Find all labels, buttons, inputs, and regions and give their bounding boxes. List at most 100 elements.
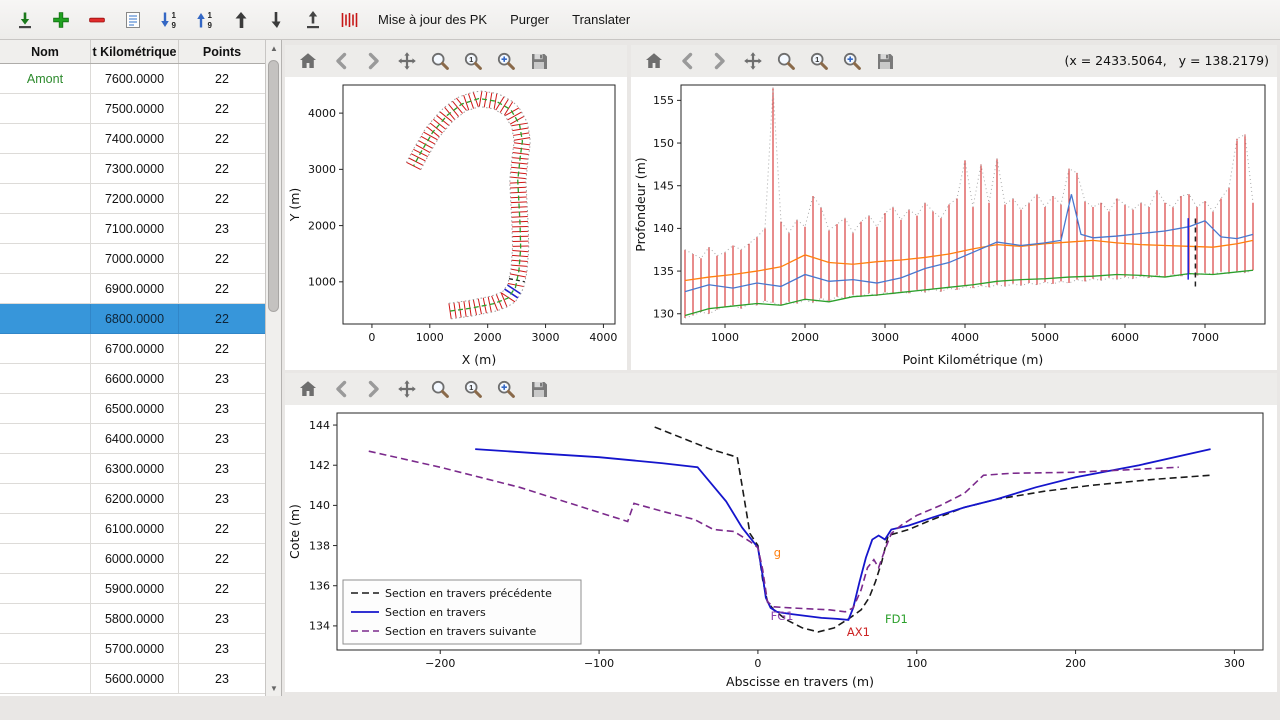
home-button[interactable] bbox=[295, 376, 321, 402]
plan-plot[interactable]: 0 1000 2000 3000 4000 1000 2000 3000 4000 X (m) Y … bbox=[285, 77, 627, 370]
cell-pk: 5800.0000 bbox=[91, 604, 179, 634]
home-button[interactable] bbox=[641, 48, 667, 74]
cell-points: 23 bbox=[179, 424, 265, 454]
table-row[interactable]: 7200.0000 22 bbox=[0, 184, 265, 214]
svg-text:135: 135 bbox=[653, 265, 674, 278]
svg-text:4000: 4000 bbox=[308, 107, 336, 120]
pan-button[interactable] bbox=[394, 48, 420, 74]
cell-pk: 5700.0000 bbox=[91, 634, 179, 664]
table-row[interactable]: 7500.0000 22 bbox=[0, 94, 265, 124]
table-row[interactable]: 6900.0000 22 bbox=[0, 274, 265, 304]
table-row[interactable]: 5800.0000 23 bbox=[0, 604, 265, 634]
profile-plot[interactable]: 1000 2000 3000 4000 5000 6000 7000 130 135 140 145… bbox=[631, 77, 1277, 370]
column-header-nom[interactable]: Nom bbox=[0, 40, 91, 63]
svg-text:3000: 3000 bbox=[308, 163, 336, 176]
scrollbar-thumb[interactable] bbox=[268, 60, 279, 312]
table-row[interactable]: 5900.0000 22 bbox=[0, 574, 265, 604]
svg-text:5000: 5000 bbox=[1031, 331, 1059, 344]
zoom-icon bbox=[431, 380, 449, 398]
toolbar-button-mise-jour-des-pk[interactable]: Mise à jour des PK bbox=[368, 6, 497, 33]
zoom-plus-button[interactable] bbox=[493, 48, 519, 74]
edit-button[interactable] bbox=[116, 4, 149, 36]
section-plot[interactable]: −200 −100 0 100 200 300 134 136 138 140 142 144 Absc… bbox=[285, 405, 1277, 692]
zoom-button[interactable] bbox=[773, 48, 799, 74]
cell-points: 22 bbox=[179, 334, 265, 364]
cell-pk: 6000.0000 bbox=[91, 544, 179, 574]
back-button[interactable] bbox=[328, 48, 354, 74]
table-row[interactable]: Amont 7600.0000 22 bbox=[0, 64, 265, 94]
table-row[interactable]: 6600.0000 23 bbox=[0, 364, 265, 394]
table-row[interactable]: 7100.0000 23 bbox=[0, 214, 265, 244]
toolbar-button-translater[interactable]: Translater bbox=[562, 6, 640, 33]
table-row[interactable]: 6800.0000 22 bbox=[0, 304, 265, 334]
svg-text:Y (m): Y (m) bbox=[287, 188, 302, 223]
table-row[interactable]: 6400.0000 23 bbox=[0, 424, 265, 454]
zoom-button[interactable] bbox=[427, 48, 453, 74]
svg-text:100: 100 bbox=[906, 657, 927, 670]
column-header-points[interactable]: Points bbox=[202, 44, 242, 59]
cell-nom bbox=[0, 214, 91, 244]
table-row[interactable]: 5600.0000 23 bbox=[0, 664, 265, 694]
table-row[interactable]: 7000.0000 22 bbox=[0, 244, 265, 274]
table-row[interactable]: 5700.0000 23 bbox=[0, 634, 265, 664]
cell-nom bbox=[0, 634, 91, 664]
import-button[interactable] bbox=[8, 4, 41, 36]
table-scrollbar[interactable]: ▲ ▼ bbox=[265, 40, 281, 696]
add-button[interactable] bbox=[44, 4, 77, 36]
table-row[interactable]: 6500.0000 23 bbox=[0, 394, 265, 424]
zoom-one-button[interactable]: 1 bbox=[460, 48, 486, 74]
table-row[interactable]: 6200.0000 23 bbox=[0, 484, 265, 514]
cell-pk: 6300.0000 bbox=[91, 454, 179, 484]
cell-points: 23 bbox=[179, 364, 265, 394]
pan-button[interactable] bbox=[394, 376, 420, 402]
table-row[interactable]: 7400.0000 22 bbox=[0, 124, 265, 154]
table-row[interactable]: 6100.0000 22 bbox=[0, 514, 265, 544]
save-button[interactable] bbox=[872, 48, 898, 74]
move-up-button[interactable] bbox=[224, 4, 257, 36]
svg-text:140: 140 bbox=[309, 499, 330, 512]
move-down-button[interactable] bbox=[260, 4, 293, 36]
svg-text:−100: −100 bbox=[584, 657, 614, 670]
export-icon bbox=[306, 10, 319, 28]
zoom-plus-button[interactable] bbox=[839, 48, 865, 74]
save-icon bbox=[532, 382, 547, 397]
cursor-readout: (x = 2433.5064, y = 138.2179) bbox=[1064, 53, 1269, 68]
save-button[interactable] bbox=[526, 48, 552, 74]
forward-button[interactable] bbox=[707, 48, 733, 74]
table-row[interactable]: 7300.0000 22 bbox=[0, 154, 265, 184]
zoom-one-button[interactable]: 1 bbox=[806, 48, 832, 74]
toolbar-button-purger[interactable]: Purger bbox=[500, 6, 559, 33]
cell-pk: 6600.0000 bbox=[91, 364, 179, 394]
back-button[interactable] bbox=[674, 48, 700, 74]
zoom-button[interactable] bbox=[427, 376, 453, 402]
column-header-pk[interactable]: t Kilométrique bbox=[91, 40, 179, 63]
zoom-plus-button[interactable] bbox=[493, 376, 519, 402]
svg-text:3000: 3000 bbox=[532, 331, 560, 344]
zoom-plus-icon bbox=[497, 380, 515, 398]
export-button[interactable] bbox=[296, 4, 329, 36]
pk-stripes-button[interactable] bbox=[332, 4, 365, 36]
pan-icon bbox=[398, 380, 416, 398]
scroll-down-icon[interactable]: ▼ bbox=[270, 683, 278, 693]
zoom-one-button[interactable]: 1 bbox=[460, 376, 486, 402]
svg-text:Section en travers suivante: Section en travers suivante bbox=[385, 625, 536, 638]
save-button[interactable] bbox=[526, 376, 552, 402]
scroll-up-icon[interactable]: ▲ bbox=[270, 43, 278, 53]
cell-points: 22 bbox=[179, 544, 265, 574]
pan-button[interactable] bbox=[740, 48, 766, 74]
forward-button[interactable] bbox=[361, 376, 387, 402]
svg-text:Section en travers: Section en travers bbox=[385, 606, 486, 619]
section-toolbar: 1 bbox=[285, 373, 1277, 405]
home-button[interactable] bbox=[295, 48, 321, 74]
cell-pk: 6700.0000 bbox=[91, 334, 179, 364]
back-button[interactable] bbox=[328, 376, 354, 402]
remove-button[interactable] bbox=[80, 4, 113, 36]
table-row[interactable]: 6700.0000 22 bbox=[0, 334, 265, 364]
table-row[interactable]: 6000.0000 22 bbox=[0, 544, 265, 574]
table-row[interactable]: 6300.0000 23 bbox=[0, 454, 265, 484]
import-icon bbox=[18, 12, 31, 28]
cell-pk: 6900.0000 bbox=[91, 274, 179, 304]
forward-button[interactable] bbox=[361, 48, 387, 74]
